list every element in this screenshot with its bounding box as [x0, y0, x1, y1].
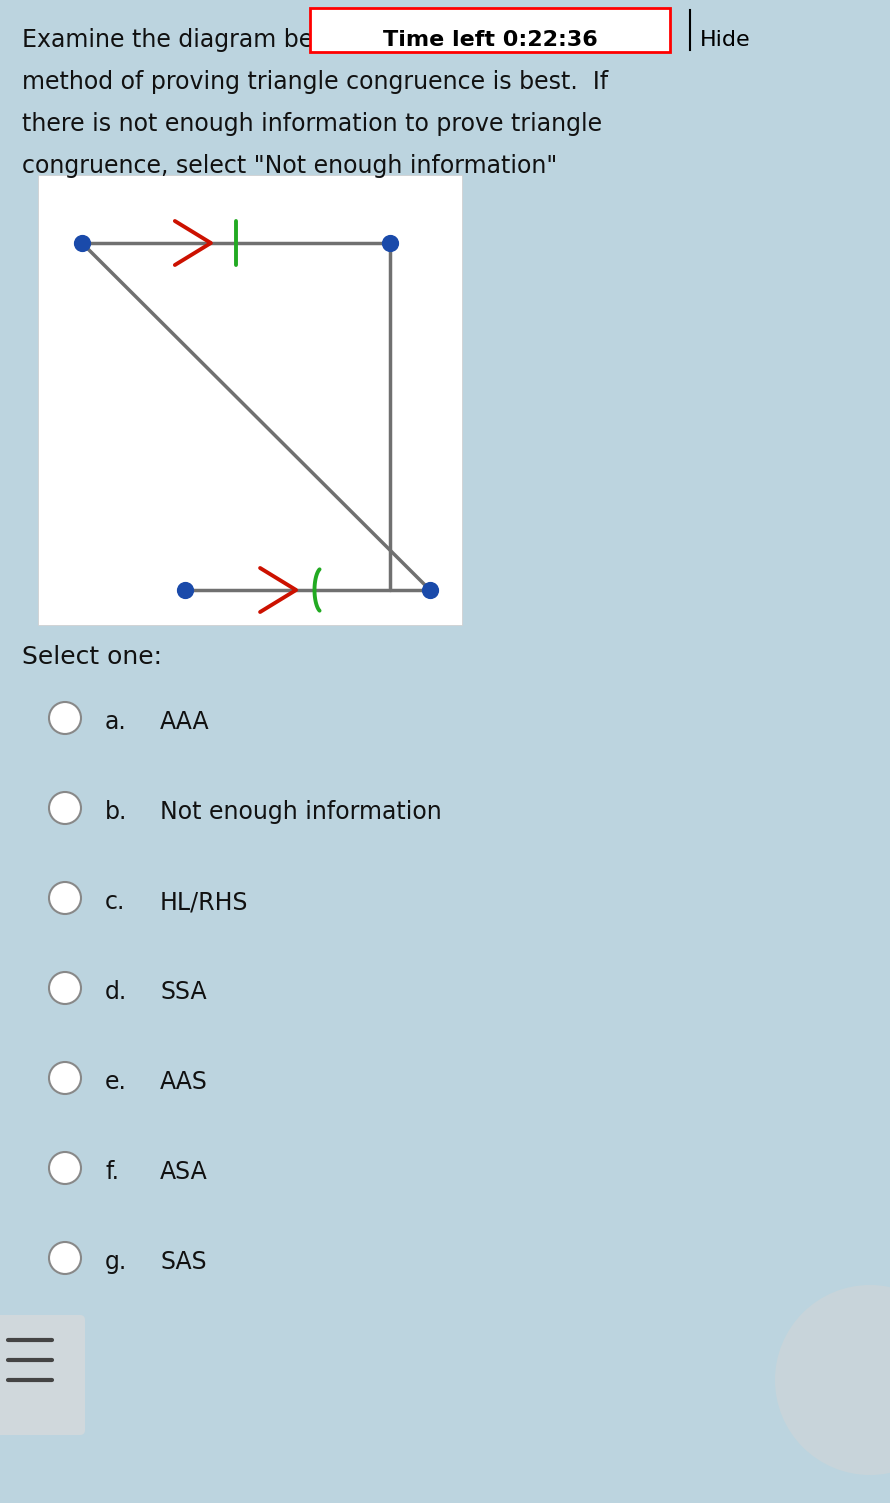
Circle shape: [49, 882, 81, 914]
Text: b.: b.: [105, 800, 127, 824]
Text: Examine the diagram be: Examine the diagram be: [22, 29, 313, 53]
Text: AAS: AAS: [160, 1070, 208, 1094]
Circle shape: [775, 1285, 890, 1474]
Circle shape: [49, 972, 81, 1004]
Text: Hide: Hide: [700, 30, 750, 50]
Text: AAA: AAA: [160, 709, 210, 733]
Text: ASA: ASA: [160, 1160, 207, 1184]
Point: [75, 231, 89, 256]
Circle shape: [49, 702, 81, 733]
FancyBboxPatch shape: [0, 1315, 85, 1435]
Text: congruence, select "Not enough information": congruence, select "Not enough informati…: [22, 153, 557, 177]
Text: Select one:: Select one:: [22, 645, 162, 669]
Text: method of proving triangle congruence is best.  If: method of proving triangle congruence is…: [22, 71, 608, 95]
Point: [383, 231, 397, 256]
Circle shape: [49, 1241, 81, 1275]
Circle shape: [49, 792, 81, 824]
FancyBboxPatch shape: [310, 8, 670, 53]
Text: g.: g.: [105, 1250, 127, 1275]
FancyBboxPatch shape: [38, 174, 462, 625]
Text: there is not enough information to prove triangle: there is not enough information to prove…: [22, 113, 603, 135]
Text: d.: d.: [105, 980, 127, 1004]
Circle shape: [49, 1151, 81, 1184]
Text: e.: e.: [105, 1070, 127, 1094]
Text: SSA: SSA: [160, 980, 206, 1004]
Point: [423, 579, 437, 603]
Text: SAS: SAS: [160, 1250, 206, 1275]
Text: Not enough information: Not enough information: [160, 800, 441, 824]
Circle shape: [49, 1063, 81, 1094]
Text: HL/RHS: HL/RHS: [160, 890, 248, 914]
Text: a.: a.: [105, 709, 126, 733]
Text: f.: f.: [105, 1160, 119, 1184]
Text: Time left 0:22:36: Time left 0:22:36: [383, 30, 597, 50]
Point: [178, 579, 192, 603]
Text: c.: c.: [105, 890, 125, 914]
